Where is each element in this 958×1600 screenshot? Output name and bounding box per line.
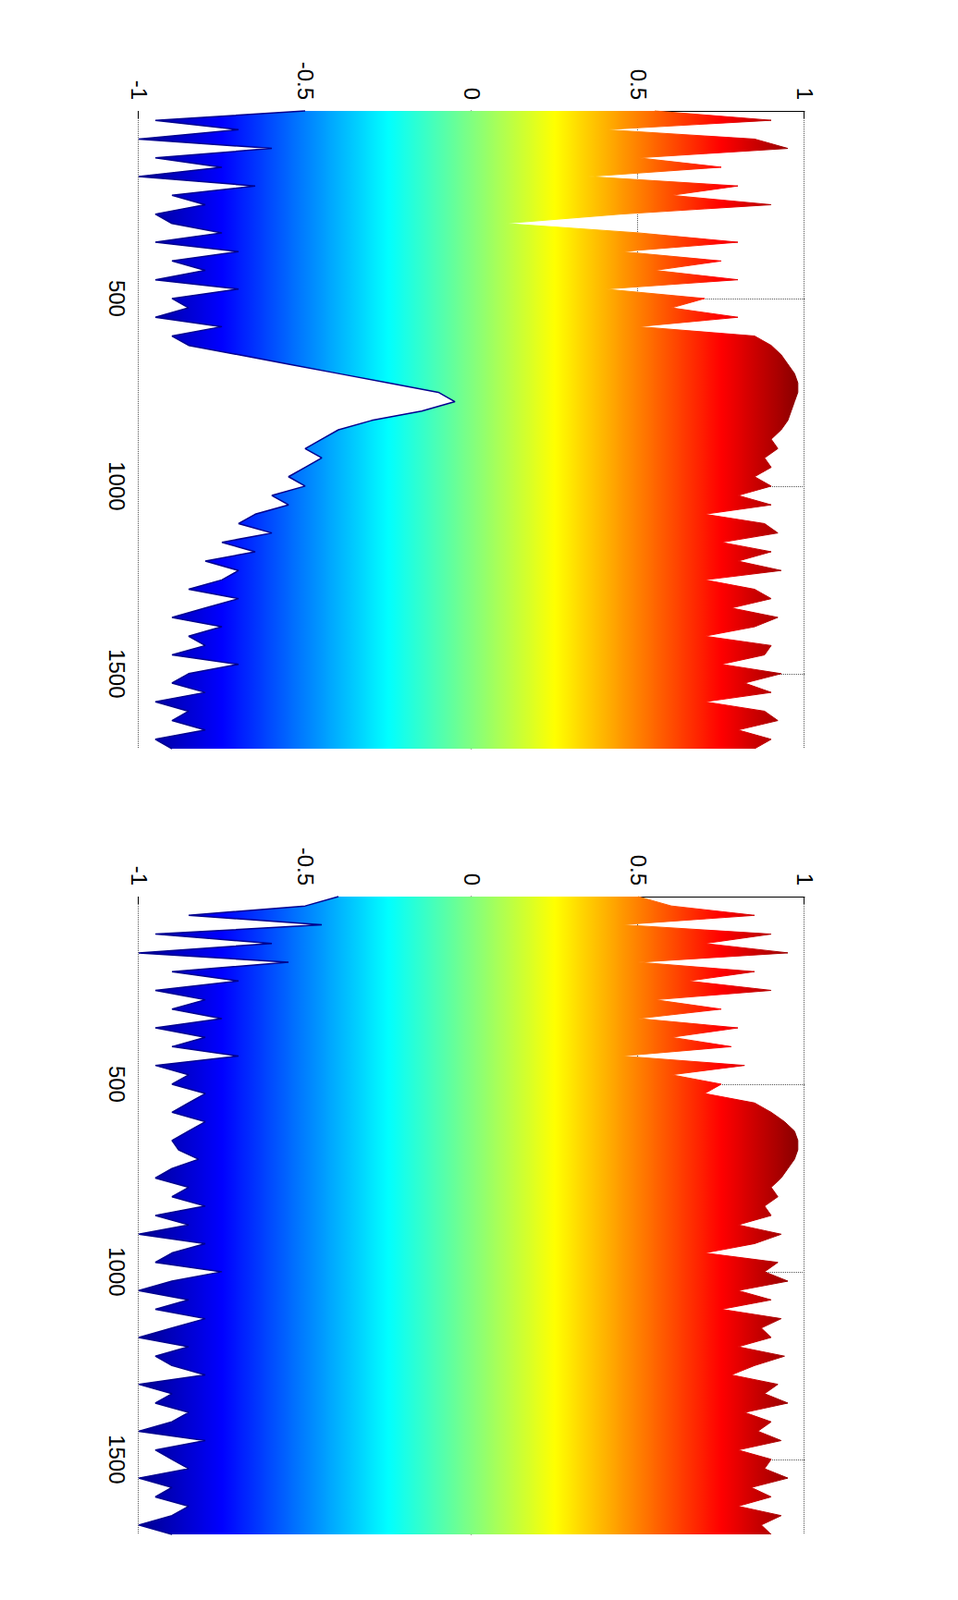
svg-text:500: 500 <box>104 280 130 318</box>
svg-text:1: 1 <box>792 873 818 886</box>
svg-text:1500: 1500 <box>104 1435 130 1485</box>
svg-text:500: 500 <box>104 1066 130 1104</box>
svg-text:-0.5: -0.5 <box>293 61 319 100</box>
svg-text:0.5: 0.5 <box>626 69 651 100</box>
svg-text:1000: 1000 <box>104 461 130 511</box>
svg-text:-0.5: -0.5 <box>293 847 319 886</box>
svg-text:0: 0 <box>459 87 485 100</box>
svg-text:-1: -1 <box>126 866 152 886</box>
svg-text:0.5: 0.5 <box>626 855 651 886</box>
svg-text:1000: 1000 <box>104 1247 130 1297</box>
svg-text:1: 1 <box>792 87 818 100</box>
svg-text:1500: 1500 <box>104 649 130 699</box>
svg-text:0: 0 <box>459 873 485 886</box>
svg-text:-1: -1 <box>126 80 152 100</box>
